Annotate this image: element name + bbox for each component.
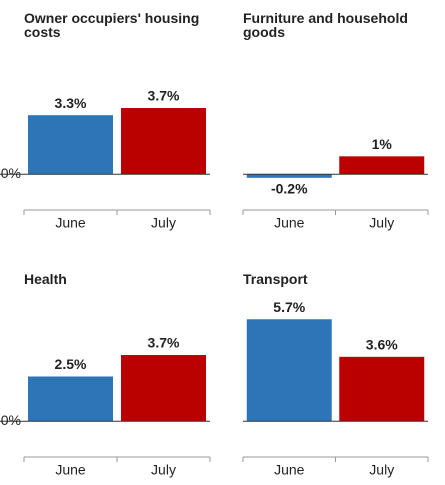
chart-title: Furniture and household goods (243, 10, 408, 40)
x-tick-label: July (151, 462, 176, 478)
x-tick-label: July (369, 215, 394, 231)
bar (28, 115, 113, 175)
bar (339, 156, 425, 175)
x-tick-label: June (274, 462, 305, 478)
value-label: 1% (372, 136, 393, 152)
x-tick-label: June (274, 215, 305, 231)
value-label: 5.7% (273, 299, 305, 315)
bar (121, 355, 206, 422)
y-tick-label: 0% (1, 165, 21, 181)
value-label: -0.2% (271, 181, 308, 197)
value-label: 3.7% (148, 88, 180, 104)
x-tick-label: July (369, 462, 394, 478)
bar (121, 108, 206, 175)
x-tick-label: June (55, 462, 86, 478)
bar (246, 174, 332, 178)
x-tick-label: June (55, 215, 86, 231)
chart-title: Owner occupiers' housing costs (24, 10, 200, 40)
y-tick-label: 0% (1, 412, 21, 428)
value-label: 3.3% (55, 95, 87, 111)
bar (246, 319, 332, 422)
value-label: 2.5% (55, 356, 87, 372)
chart-title: Transport (243, 271, 308, 287)
chart-title: Health (24, 271, 67, 287)
bar (339, 356, 425, 422)
x-tick-label: July (151, 215, 176, 231)
bar (28, 376, 113, 422)
value-label: 3.7% (148, 335, 180, 351)
value-label: 3.6% (366, 337, 398, 353)
